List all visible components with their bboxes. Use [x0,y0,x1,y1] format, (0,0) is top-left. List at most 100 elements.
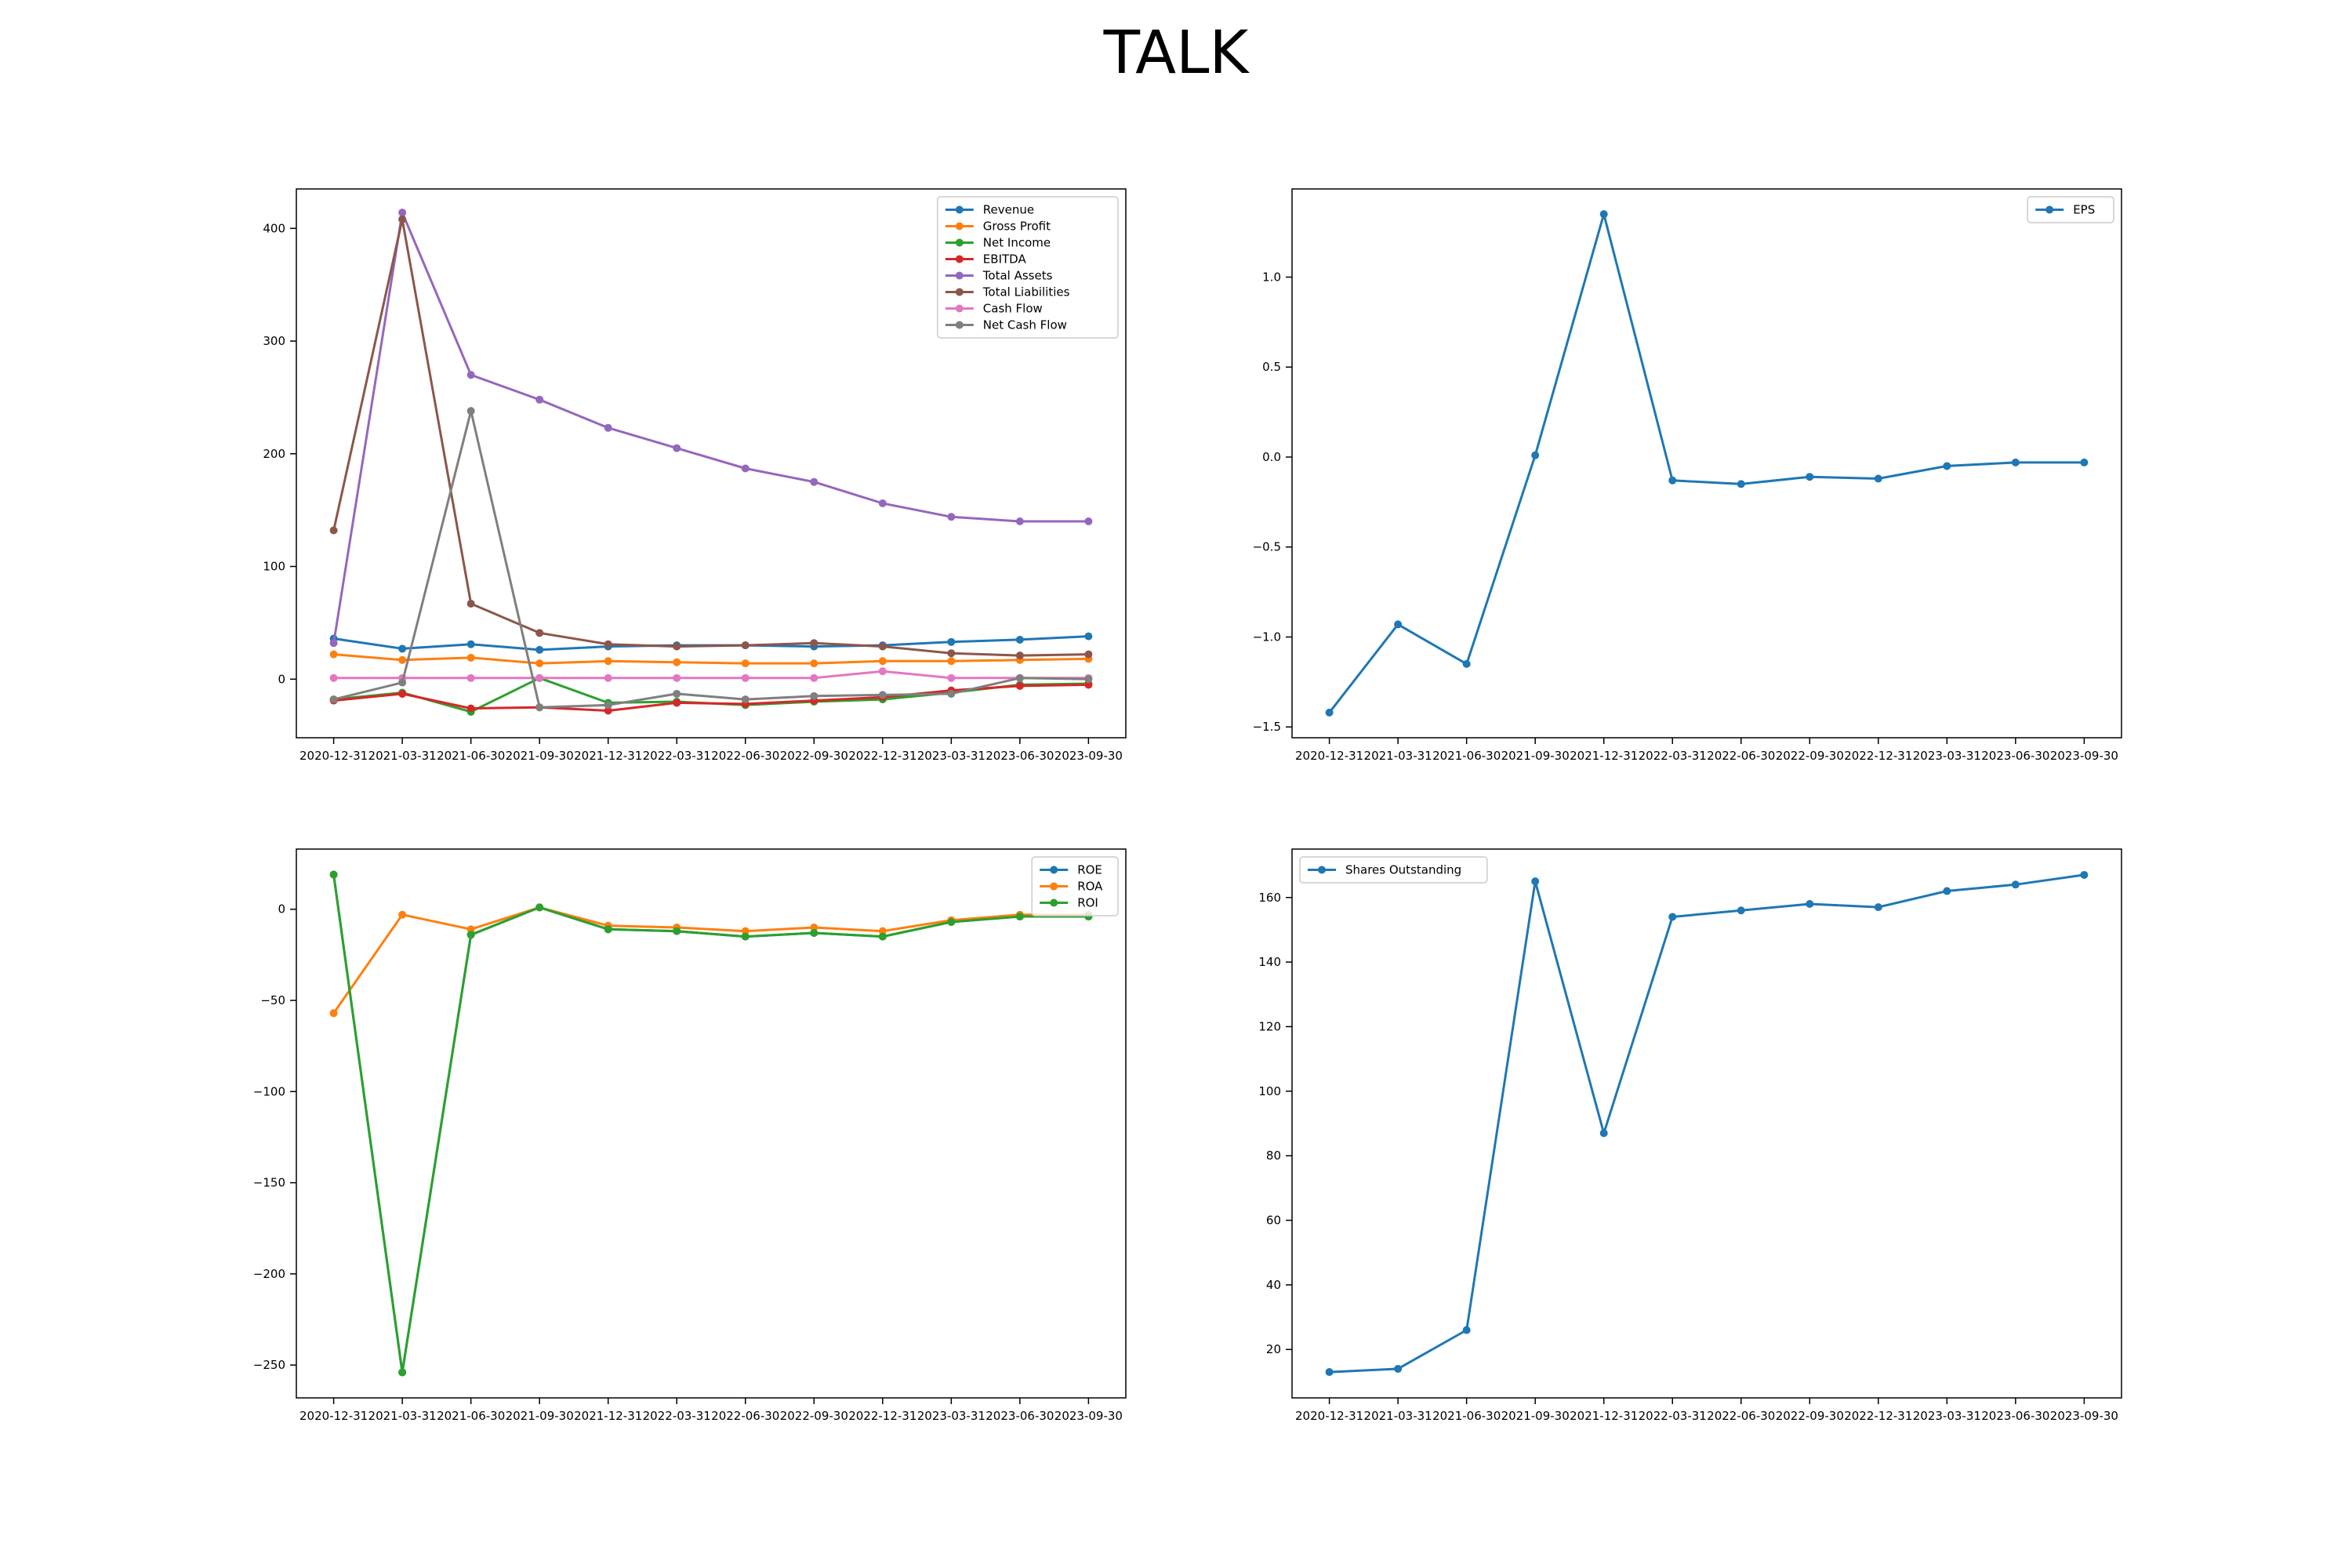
x-tick-label: 2021-12-31 [1570,1409,1638,1423]
legend [1299,856,1488,884]
y-tick-label: 120 [1258,1019,1281,1033]
data-point-eps [1874,474,1882,483]
data-point-shares-outstanding [1325,1368,1334,1377]
data-point-total-liabilities [535,629,544,637]
legend-label: ROE [1077,863,1102,877]
x-tick-label: 2021-06-30 [1432,1409,1501,1423]
y-tick-label: 1.0 [1262,270,1281,284]
data-point-shares-outstanding [1394,1364,1403,1373]
legend-marker [1050,882,1058,891]
x-tick-label: 2023-09-30 [1054,749,1123,763]
data-point-eps [1943,462,1951,470]
x-tick-label: 2021-03-31 [1364,749,1432,763]
x-tick-label: 2020-12-31 [299,749,368,763]
data-point-shares-outstanding [1462,1326,1471,1334]
data-point-total-assets [398,209,407,217]
data-point-net-cash-flow [1084,675,1093,684]
data-point-gross-profit [810,659,818,668]
data-point-revenue [466,640,475,648]
data-point-total-liabilities [947,649,956,658]
y-tick-label: −250 [253,1358,285,1372]
data-point-net-cash-flow [878,691,887,699]
data-point-net-cash-flow [741,695,750,704]
data-point-gross-profit [535,659,544,668]
data-point-roi [329,870,338,879]
data-point-net-cash-flow [947,689,956,698]
x-tick-label: 2023-03-31 [1913,749,1981,763]
data-point-shares-outstanding [2011,880,2020,889]
y-tick-label: 60 [1266,1214,1281,1228]
data-point-total-assets [878,499,887,508]
x-tick-label: 2023-09-30 [1054,1409,1123,1423]
series-line-roe [332,874,1089,1374]
y-tick-label: 160 [1258,891,1281,905]
x-tick-label: 2023-09-30 [2050,1409,2118,1423]
data-point-total-liabilities [1015,652,1024,660]
data-point-total-liabilities [741,641,750,650]
x-tick-label: 2021-12-31 [574,1409,642,1423]
legend-label: Shares Outstanding [1345,863,1461,877]
y-tick-label: 300 [263,334,285,348]
data-point-eps [1462,659,1471,668]
data-point-gross-profit [947,657,956,666]
series-line-roi [332,874,1089,1374]
legend [937,196,1119,339]
y-tick-label: −100 [253,1084,285,1098]
series-line-cash-flow [333,670,1089,680]
data-point-total-assets [535,395,544,404]
data-point-roa [878,927,887,935]
y-tick-label: 0.5 [1262,360,1281,374]
x-tick-label: 2021-03-31 [368,1409,437,1423]
data-point-roi [466,931,475,939]
data-point-net-cash-flow [535,703,544,712]
data-point-roi [947,918,956,927]
data-point-gross-profit [604,657,612,666]
data-point-roi [673,927,681,935]
legend-marker [955,288,964,296]
data-point-total-liabilities [1084,650,1093,659]
legend-marker [955,238,964,247]
x-tick-label: 2021-03-31 [1364,1409,1432,1423]
x-tick-label: 2023-03-31 [1913,1409,1981,1423]
data-point-shares-outstanding [1599,1129,1608,1138]
x-tick-label: 2022-06-30 [711,749,779,763]
data-point-cash-flow [466,673,475,682]
y-tick-label: −1.0 [1253,630,1281,644]
data-point-total-assets [947,513,956,521]
x-tick-label: 2022-12-31 [1844,1409,1912,1423]
x-tick-label: 2020-12-31 [299,1409,368,1423]
plot-frame [1291,848,2122,1399]
x-tick-label: 2022-09-30 [1776,1409,1844,1423]
legend-label: Total Assets [982,269,1053,283]
series-line-revenue [333,635,1089,652]
legend-label: EPS [2073,203,2095,217]
data-point-revenue [1015,635,1024,644]
data-point-shares-outstanding [1874,903,1882,912]
data-point-roi [604,925,612,934]
y-tick-label: −150 [253,1176,285,1190]
data-point-total-liabilities [810,639,818,648]
data-point-total-assets [604,423,612,432]
data-point-total-assets [329,639,338,648]
x-tick-label: 2020-12-31 [1295,749,1363,763]
data-point-shares-outstanding [1943,887,1951,895]
data-point-ebitda [673,699,681,707]
data-point-eps [1394,620,1403,629]
x-tick-label: 2022-06-30 [1707,1409,1775,1423]
data-point-eps [2080,458,2089,466]
x-tick-label: 2022-09-30 [780,749,848,763]
legend-label: ROI [1077,896,1098,910]
legend-marker [955,321,964,329]
plot-frame [296,188,1127,739]
data-point-roi [1015,913,1024,921]
data-point-gross-profit [673,658,681,666]
page-title: TALK [1103,17,1249,87]
legend-marker [955,271,964,280]
data-point-roa [810,924,818,931]
data-point-shares-outstanding [1668,913,1677,921]
legend-marker [1318,866,1326,874]
data-point-net-cash-flow [398,678,407,687]
data-point-total-liabilities [398,215,407,223]
x-tick-label: 2023-06-30 [1981,1409,2049,1423]
